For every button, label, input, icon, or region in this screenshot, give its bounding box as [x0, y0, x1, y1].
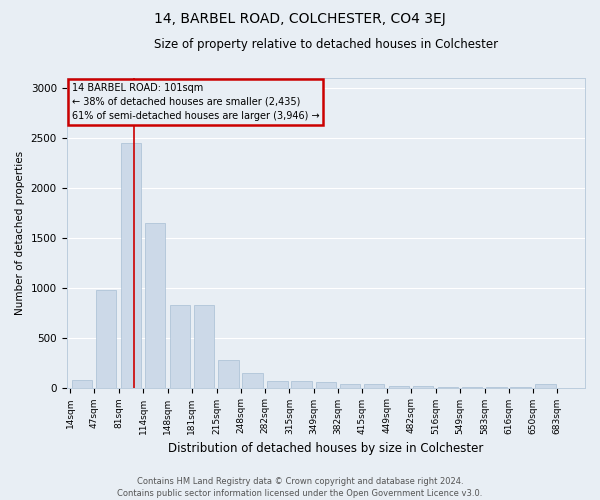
Bar [242, 373, 263, 388]
Bar [145, 223, 165, 388]
Title: Size of property relative to detached houses in Colchester: Size of property relative to detached ho… [154, 38, 498, 51]
Text: Contains HM Land Registry data © Crown copyright and database right 2024.
Contai: Contains HM Land Registry data © Crown c… [118, 476, 482, 498]
Bar [461, 387, 482, 388]
Bar [316, 382, 337, 388]
Bar [72, 380, 92, 388]
Y-axis label: Number of detached properties: Number of detached properties [15, 151, 25, 315]
Bar [267, 381, 287, 388]
Bar [170, 304, 190, 388]
Bar [340, 384, 361, 388]
Bar [194, 304, 214, 388]
Text: 14 BARBEL ROAD: 101sqm
← 38% of detached houses are smaller (2,435)
61% of semi-: 14 BARBEL ROAD: 101sqm ← 38% of detached… [72, 82, 319, 120]
Text: 14, BARBEL ROAD, COLCHESTER, CO4 3EJ: 14, BARBEL ROAD, COLCHESTER, CO4 3EJ [154, 12, 446, 26]
Bar [389, 386, 409, 388]
Bar [364, 384, 385, 388]
Bar [437, 386, 458, 388]
Bar [218, 360, 239, 388]
Bar [535, 384, 556, 388]
Bar [413, 386, 433, 388]
Bar [121, 143, 141, 388]
Bar [96, 290, 116, 388]
Bar [291, 381, 311, 388]
X-axis label: Distribution of detached houses by size in Colchester: Distribution of detached houses by size … [168, 442, 484, 455]
